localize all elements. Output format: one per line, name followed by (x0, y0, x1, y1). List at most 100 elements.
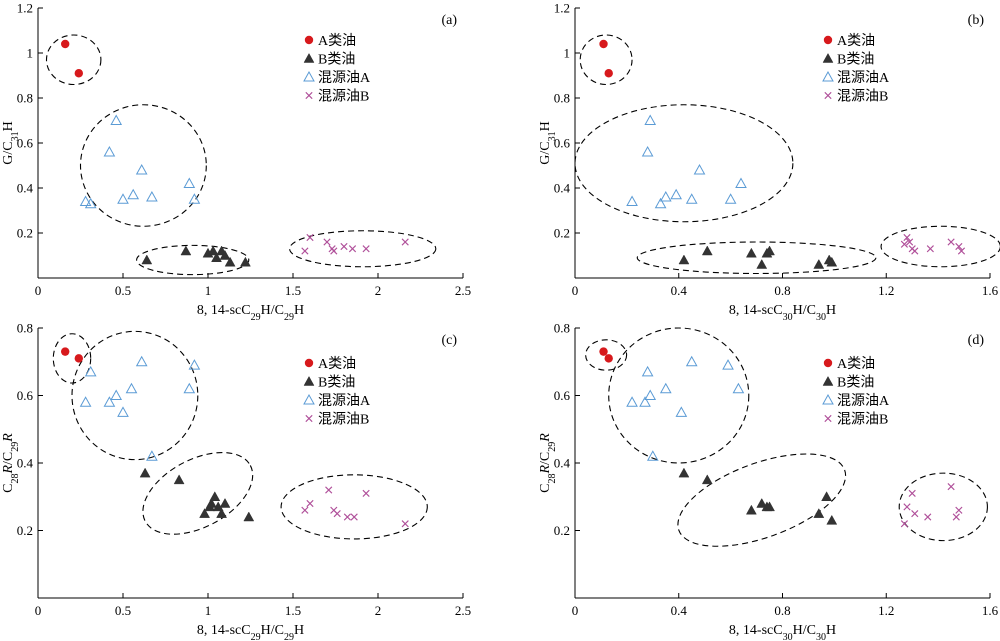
data-point (701, 245, 713, 256)
series-混源油B (301, 486, 409, 528)
data-point (340, 242, 348, 251)
series-A类油 (599, 39, 613, 78)
legend-marker (303, 393, 315, 405)
data-point (911, 247, 919, 255)
data-point (693, 163, 706, 175)
data-point (125, 382, 138, 394)
data-point (343, 513, 351, 521)
data-point (401, 520, 409, 528)
panel-label: (d) (968, 333, 985, 348)
y-tick-label: 0.6 (17, 388, 34, 403)
data-point (626, 396, 638, 407)
series-A类油 (599, 347, 613, 363)
legend-marker (822, 70, 834, 82)
data-point (926, 245, 934, 253)
data-point (205, 497, 217, 508)
legend-label: A类油 (837, 356, 875, 372)
legend-label: 混源油B (837, 89, 888, 105)
legend-label: 混源油B (318, 89, 369, 105)
data-point (333, 510, 341, 518)
scatter-panel-2: 0.4 0.8 1.2 1.6 0.2 0.4 0.6 0.8 1 1.2 0 8, 14-scC30… (538, 1, 1000, 323)
data-point (306, 233, 314, 242)
cluster-ellipse-4 (898, 472, 988, 542)
data-point (180, 245, 192, 256)
legend-label: A类油 (318, 33, 356, 49)
legend-marker (822, 375, 834, 386)
y-tick-label: 0.8 (17, 321, 33, 336)
data-point (957, 247, 966, 255)
legend-label: B类油 (837, 375, 874, 391)
data-point (756, 258, 768, 269)
x-tick-label: 0.8 (774, 603, 790, 618)
y-tick-label: 1 (27, 46, 34, 61)
y-tick-label: 1 (564, 46, 571, 61)
data-point (183, 177, 196, 188)
cluster-ellipse-2 (71, 330, 199, 461)
legend-marker (822, 393, 834, 405)
data-point (678, 467, 690, 478)
legend-label: 混源油B (837, 412, 888, 428)
legend-marker (304, 358, 314, 368)
legend-label: 混源油A (837, 70, 890, 86)
data-point (103, 396, 116, 407)
data-point (678, 254, 690, 265)
data-point (74, 69, 84, 78)
data-point (826, 514, 838, 525)
y-tick-label: 0.6 (554, 136, 571, 151)
panel-label: (a) (441, 13, 457, 28)
data-point (644, 389, 657, 400)
legend-label: A类油 (318, 356, 356, 372)
data-point (644, 114, 657, 125)
data-point (84, 197, 97, 209)
y-tick-label: 0.4 (554, 181, 571, 196)
legend-label: 混源油B (318, 412, 369, 428)
x-tick-label: 1.2 (878, 283, 894, 298)
cluster-ellipse-1 (45, 34, 102, 86)
data-point (659, 382, 672, 394)
data-point (401, 238, 409, 246)
series-混源油A (626, 114, 747, 209)
data-point (604, 69, 613, 78)
data-point (764, 501, 775, 512)
series-混源油A (79, 114, 201, 209)
cluster-ellipse-3 (677, 453, 847, 547)
x-tick-label: 0.8 (774, 283, 790, 298)
legend-marker (303, 52, 315, 63)
data-point (735, 177, 747, 188)
y-tick-label: 0.6 (17, 136, 34, 151)
scatter-panel-1: 0.5 1 1.5 2 2.5 0.2 0.4 0.6 0.8 1 1.2 0 8, 14-scC29H… (1, 1, 471, 323)
data-point (306, 499, 314, 508)
data-point (745, 247, 757, 258)
legend-marker (823, 35, 833, 45)
data-point (911, 510, 919, 518)
x-tick-label: 1.5 (285, 283, 301, 298)
data-point (947, 238, 955, 246)
x-tick-label: 2 (375, 603, 382, 618)
x-tick-label: 0.5 (115, 603, 131, 618)
data-point (216, 508, 228, 518)
legend-marker (822, 52, 834, 63)
data-point (955, 506, 963, 514)
data-point (84, 365, 97, 377)
series-A类油 (60, 39, 84, 78)
x-tick-label: 0.4 (671, 603, 688, 618)
cluster-ellipse-3 (136, 244, 250, 276)
data-point (903, 503, 911, 511)
y-tick-label: 0.2 (554, 523, 570, 538)
y-axis-title: C28R/C29R (1, 433, 21, 493)
cluster-ellipse-3 (636, 241, 877, 275)
scatter-panel-4: 0.4 0.8 1.2 1.6 0.2 0.4 0.6 0.8 0 8, 14-scC30H/C3… (538, 321, 999, 641)
origin-tick-label: 0 (572, 283, 579, 298)
data-point (110, 114, 123, 125)
legend-marker (824, 414, 832, 423)
panel-label: (b) (968, 13, 985, 28)
data-point (764, 245, 775, 256)
data-point (641, 145, 654, 157)
x-axis-title: 8, 14-scC29H/C29H (197, 303, 304, 323)
legend-label: 混源油A (318, 70, 371, 86)
data-point (756, 497, 768, 508)
data-point (362, 245, 370, 253)
